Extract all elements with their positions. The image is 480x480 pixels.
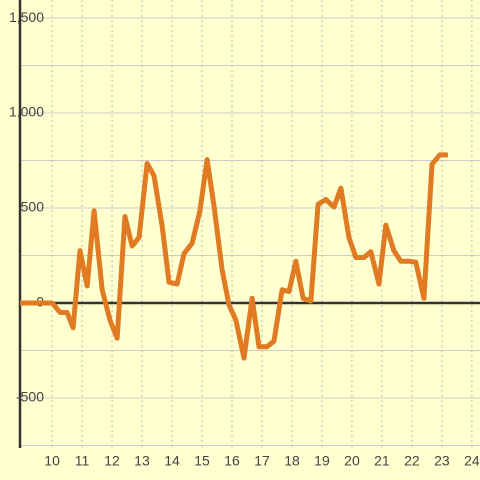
- x-tick-label: 18: [284, 453, 300, 469]
- x-tick-label: 21: [374, 453, 390, 469]
- x-tick-label: 15: [194, 453, 210, 469]
- x-tick-label: 12: [104, 453, 120, 469]
- y-tick-label: -500: [16, 389, 44, 405]
- x-tick-label: 11: [75, 453, 90, 469]
- x-tick-label: 22: [404, 453, 420, 469]
- data-line: [20, 152, 448, 361]
- x-tick-label: 16: [224, 453, 240, 469]
- x-tick-label: 20: [344, 453, 360, 469]
- x-tick-label: 17: [254, 453, 270, 469]
- y-tick-label: 500: [21, 199, 45, 215]
- x-tick-label: 14: [164, 453, 180, 469]
- y-tick-label: 1,500: [9, 9, 44, 25]
- x-tick-label: 24: [464, 453, 480, 469]
- x-tick-label: 23: [434, 453, 450, 469]
- y-tick-label: 1,000: [9, 104, 44, 120]
- x-tick-label: 19: [314, 453, 330, 469]
- x-tick-label: 10: [44, 453, 60, 469]
- x-tick-label: 13: [134, 453, 150, 469]
